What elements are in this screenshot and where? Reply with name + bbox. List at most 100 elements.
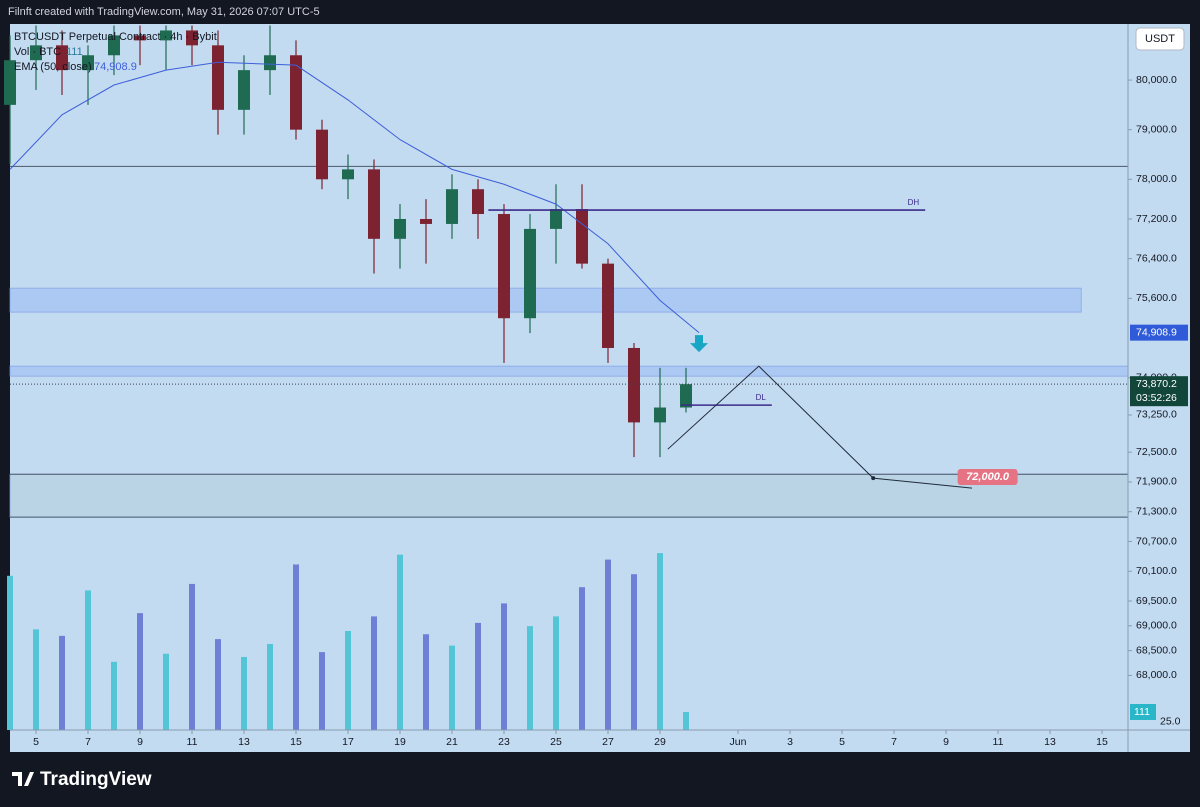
volume-tag-label: 111 [1134, 706, 1150, 718]
x-tick-label: 15 [290, 736, 302, 748]
signal-arrow [690, 335, 708, 353]
x-tick-label: 13 [238, 736, 250, 748]
candle-body [160, 30, 172, 41]
candle-body [446, 189, 458, 224]
candle-body [654, 407, 666, 423]
y-tick-label: 80,000.0 [1136, 74, 1177, 86]
x-tick-label: 11 [187, 736, 198, 748]
candle-body [316, 129, 328, 180]
ema-legend: EMA (50, close) [14, 61, 92, 73]
volume-bar [33, 629, 39, 730]
dl-label: DL [756, 393, 767, 402]
y-tick-label: 69,500.0 [1136, 595, 1177, 607]
candle-body [56, 45, 68, 71]
countdown: 03:52:26 [1136, 392, 1177, 404]
y-tick-label: 79,000.0 [1136, 123, 1177, 135]
x-tick-label: 13 [1044, 736, 1056, 748]
volume-bar [59, 635, 65, 730]
y-tick-label: 76,400.0 [1136, 252, 1177, 264]
x-tick-label: 21 [446, 736, 458, 748]
chart-background [10, 24, 1190, 752]
x-tick-label: 17 [342, 736, 354, 748]
y-tick-label: 70,100.0 [1136, 565, 1177, 577]
zone [9, 473, 1129, 518]
volume-bar [631, 574, 637, 730]
y-tick-label: 71,900.0 [1136, 476, 1177, 488]
ema-tag-label: 74,908.9 [1136, 326, 1177, 338]
ema-legend-value: 74,908.9 [94, 61, 137, 73]
volume-bar [85, 590, 91, 730]
ema-tag [1130, 324, 1188, 341]
logo: TradingView [40, 769, 152, 790]
volume-bar [241, 656, 247, 730]
x-tick-label: 3 [787, 736, 793, 748]
candle-body [576, 209, 588, 264]
volume-bar [7, 575, 13, 730]
volume-bar [111, 661, 117, 730]
volume-bar [657, 553, 663, 730]
y-tick-label: 75,600.0 [1136, 292, 1177, 304]
x-tick-label: Jun [730, 736, 747, 748]
candle-body [30, 45, 42, 61]
currency[interactable]: USDT [1145, 33, 1175, 45]
volume-bar [137, 613, 143, 730]
candle-body [524, 228, 536, 319]
volume-bar [371, 616, 377, 730]
y-tick-label: 71,300.0 [1136, 505, 1177, 517]
last-price-label: 73,870.2 [1136, 378, 1177, 390]
candle-body [108, 35, 120, 56]
volume-tick-label: 25.0 [1160, 716, 1181, 728]
candle-body [394, 218, 406, 239]
candle-body [472, 189, 484, 215]
x-tick-label: 25 [550, 736, 562, 748]
volume-bar [605, 559, 611, 730]
projection-line [667, 365, 973, 489]
volume-bar [189, 583, 195, 730]
candle-body [212, 45, 224, 110]
header: Filnft created with TradingView.com, May… [8, 6, 320, 18]
x-tick-label: 27 [602, 736, 614, 748]
x-tick-label: 29 [654, 736, 666, 748]
candle-body [680, 384, 692, 408]
y-tick-label: 72,500.0 [1136, 446, 1177, 458]
volume-bar [683, 711, 689, 730]
candle-body [186, 30, 198, 46]
volume-bar [501, 603, 507, 730]
volume-bar [293, 564, 299, 730]
volume-tag [1130, 703, 1156, 720]
candle-body [420, 218, 432, 224]
zone [9, 365, 1129, 377]
volume-bar [449, 645, 455, 730]
zone [9, 287, 1082, 313]
logo-icon [12, 772, 34, 786]
y-tick-label: 78,000.0 [1136, 173, 1177, 185]
x-tick-label: 19 [394, 736, 406, 748]
volume-bar [423, 634, 429, 730]
candle-body [4, 60, 16, 105]
x-tick-label: 15 [1096, 736, 1108, 748]
candle-body [238, 70, 250, 110]
volume-bar [579, 587, 585, 730]
candle-body [602, 263, 614, 348]
candle-body [342, 169, 354, 180]
candle-body [290, 55, 302, 130]
currency-button[interactable] [1135, 27, 1185, 51]
candle-body [498, 214, 510, 319]
candle-body [368, 169, 380, 239]
volume-bar [345, 630, 351, 730]
volume-legend: Vol · BTC [14, 46, 61, 58]
volume-bar [475, 622, 481, 730]
volume-bar [267, 643, 273, 730]
volume-bar [163, 653, 169, 730]
candle-body [550, 209, 562, 229]
x-tick-label: 23 [498, 736, 510, 748]
x-tick-label: 7 [891, 736, 897, 748]
projection-point [871, 476, 876, 481]
ema-line [9, 61, 700, 334]
y-tick-label: 77,200.0 [1136, 213, 1177, 225]
candle-body [134, 35, 146, 41]
y-tick-label: 68,000.0 [1136, 669, 1177, 681]
volume-bar [397, 554, 403, 730]
